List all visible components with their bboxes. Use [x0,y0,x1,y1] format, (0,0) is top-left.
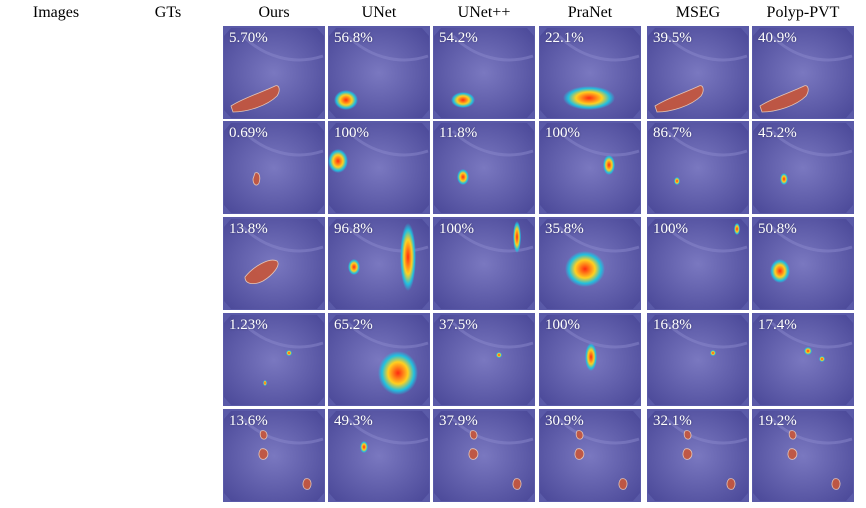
score-label: 37.9% [439,413,478,429]
prediction-overlay: 0.69% [223,121,325,214]
column-header: MSEG [675,4,721,21]
prediction-overlay: 54.2% [433,26,535,119]
prediction-overlay: 100% [328,121,430,214]
prediction-overlay: 37.9% [433,409,535,502]
prediction-overlay: 1.23% [223,313,325,406]
score-label: 39.5% [653,30,692,46]
score-label: 100% [545,125,580,141]
prediction-overlay: 49.3% [328,409,430,502]
prediction-overlay: 65.2% [328,313,430,406]
prediction-overlay: 39.5% [647,26,749,119]
column-header: GTs [154,4,182,21]
score-label: 45.2% [758,125,797,141]
prediction-overlay: 16.8% [647,313,749,406]
score-label: 13.6% [229,413,268,429]
score-label: 17.4% [758,317,797,333]
score-label: 32.1% [653,413,692,429]
score-label: 22.1% [545,30,584,46]
score-label: 50.8% [758,221,797,237]
score-label: 0.69% [229,125,268,141]
score-label: 100% [545,317,580,333]
score-label: 16.8% [653,317,692,333]
score-label: 37.5% [439,317,478,333]
prediction-overlay: 35.8% [539,217,641,310]
prediction-overlay: 45.2% [752,121,854,214]
column-header: Images [32,4,80,21]
score-label: 100% [439,221,474,237]
prediction-overlay: 100% [539,313,641,406]
column-header: Polyp-PVT [766,4,840,21]
score-label: 11.8% [439,125,478,141]
score-label: 49.3% [334,413,373,429]
prediction-overlay: 13.6% [223,409,325,502]
column-header: Ours [258,4,290,21]
score-label: 35.8% [545,221,584,237]
prediction-overlay: 22.1% [539,26,641,119]
prediction-overlay: 32.1% [647,409,749,502]
prediction-overlay: 17.4% [752,313,854,406]
score-label: 40.9% [758,30,797,46]
score-label: 30.9% [545,413,584,429]
prediction-overlay: 40.9% [752,26,854,119]
prediction-overlay: 50.8% [752,217,854,310]
score-label: 5.70% [229,30,268,46]
prediction-overlay: 19.2% [752,409,854,502]
prediction-overlay: 13.8% [223,217,325,310]
column-header: UNet [361,4,397,21]
score-label: 13.8% [229,221,268,237]
prediction-overlay: 37.5% [433,313,535,406]
prediction-overlay: 56.8% [328,26,430,119]
prediction-overlay: 100% [539,121,641,214]
prediction-overlay: 30.9% [539,409,641,502]
prediction-overlay: 96.8% [328,217,430,310]
score-label: 86.7% [653,125,692,141]
score-label: 54.2% [439,30,478,46]
prediction-overlay: 5.70% [223,26,325,119]
prediction-overlay: 100% [647,217,749,310]
prediction-overlay: 100% [433,217,535,310]
score-label: 100% [334,125,369,141]
score-label: 19.2% [758,413,797,429]
prediction-overlay: 11.8% [433,121,535,214]
score-label: 96.8% [334,221,373,237]
score-label: 1.23% [229,317,268,333]
prediction-overlay: 86.7% [647,121,749,214]
score-label: 56.8% [334,30,373,46]
column-header: PraNet [567,4,613,21]
score-label: 65.2% [334,317,373,333]
score-label: 100% [653,221,688,237]
column-header: UNet++ [457,4,511,21]
